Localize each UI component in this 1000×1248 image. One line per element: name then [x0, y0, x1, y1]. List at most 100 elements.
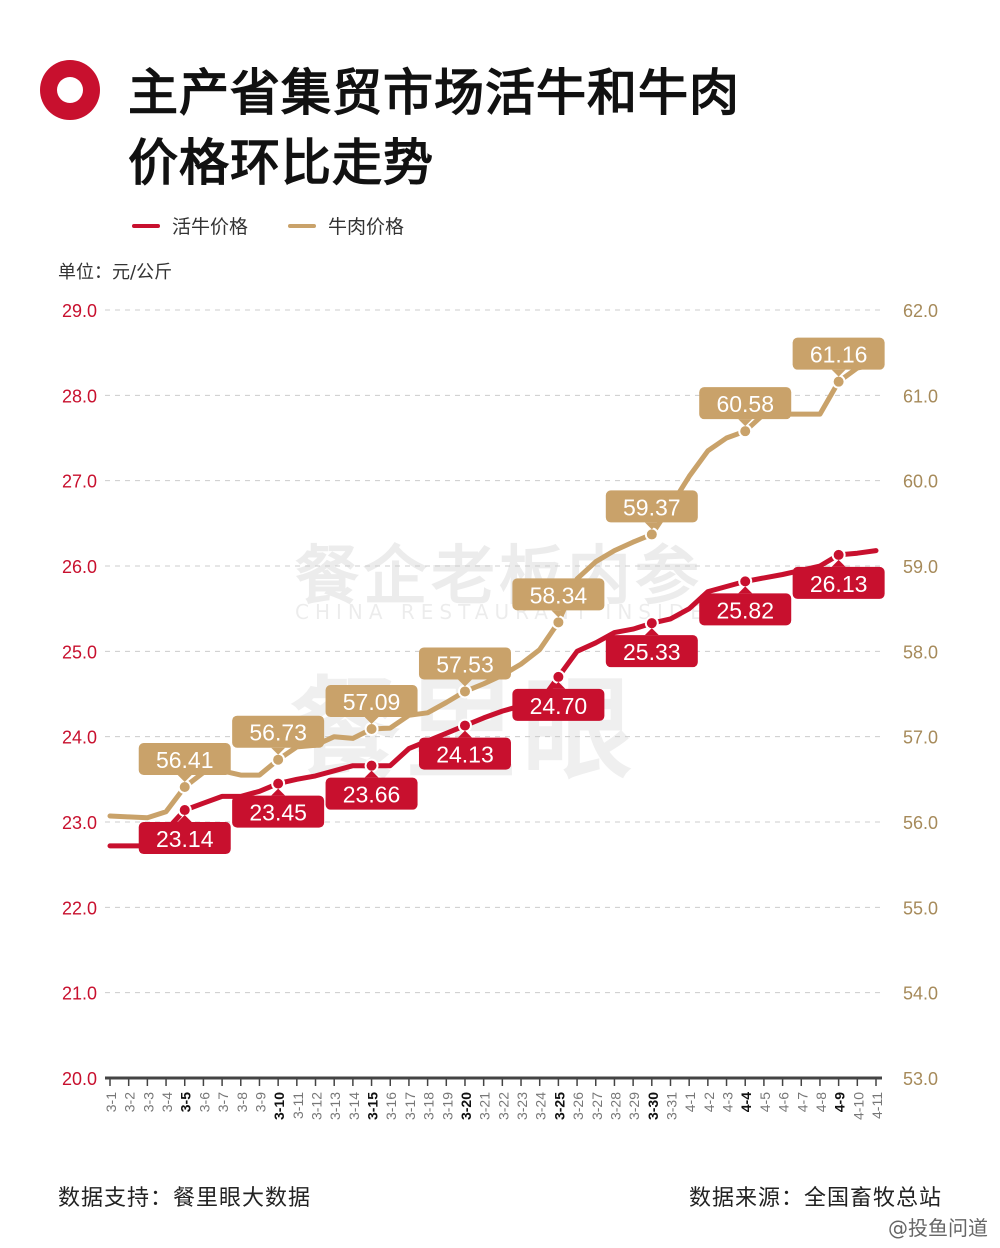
legend-item-live-cattle: 活牛价格 — [132, 212, 248, 239]
data-point-beef — [644, 527, 659, 542]
x-tick-label: 3-10 — [271, 1092, 287, 1120]
x-tick-label: 3-5 — [178, 1092, 194, 1112]
x-tick-label: 3-27 — [589, 1092, 605, 1120]
y-left-tick-label: 26.0 — [62, 557, 97, 577]
data-label-live-cattle: 23.66 — [343, 782, 401, 808]
legend-swatch-live-cattle — [132, 223, 160, 228]
data-point-live-cattle — [738, 574, 753, 589]
y-left-tick-label: 20.0 — [62, 1069, 97, 1089]
y-left-tick-label: 23.0 — [62, 813, 97, 833]
data-label-box-live-cattle — [232, 795, 325, 828]
data-label-live-cattle: 23.14 — [156, 826, 214, 852]
y-right-tick-label: 53.0 — [903, 1069, 938, 1089]
x-tick-label: 3-30 — [645, 1092, 661, 1120]
data-point-live-cattle — [364, 758, 379, 773]
data-label-box-beef — [699, 387, 792, 420]
data-label-pointer-live-cattle — [364, 770, 379, 778]
data-label-box-live-cattle — [792, 566, 885, 599]
x-tick-label: 4-11 — [869, 1092, 885, 1119]
y-right-tick-label: 56.0 — [903, 813, 938, 833]
data-label-beef: 60.58 — [716, 391, 774, 417]
y-left-tick-label: 27.0 — [62, 472, 97, 492]
data-point-beef — [177, 780, 192, 795]
title-line-2: 价格环比走势 — [128, 134, 434, 192]
y-right-tick-label: 55.0 — [903, 898, 938, 918]
data-label-pointer-beef — [551, 610, 566, 618]
data-label-box-live-cattle — [512, 688, 605, 721]
x-tick-label: 3-31 — [663, 1092, 679, 1120]
data-label-live-cattle: 25.82 — [716, 597, 774, 623]
data-point-beef — [551, 615, 566, 630]
data-label-box-beef — [232, 715, 325, 748]
data-label-pointer-beef — [271, 747, 286, 755]
weibo-watermark: @投鱼问道 — [888, 1216, 988, 1240]
data-label-live-cattle: 24.13 — [436, 742, 494, 768]
y-right-tick-label: 57.0 — [903, 728, 938, 748]
x-tick-label: 3-16 — [383, 1092, 399, 1120]
y-left-tick-label: 28.0 — [62, 386, 97, 406]
data-label-beef: 59.37 — [623, 494, 681, 520]
x-tick-label: 3-25 — [551, 1092, 567, 1120]
x-tick-label: 3-18 — [421, 1092, 437, 1120]
y-right-tick-label: 62.0 — [903, 301, 938, 321]
x-tick-label: 3-9 — [252, 1092, 268, 1112]
x-tick-label: 3-13 — [327, 1092, 343, 1120]
data-label-box-live-cattle — [418, 737, 511, 770]
x-tick-label: 3-28 — [607, 1092, 623, 1120]
data-label-live-cattle: 25.33 — [623, 639, 681, 665]
legend-label-live-cattle: 活牛价格 — [172, 216, 249, 238]
x-tick-label: 4-5 — [757, 1092, 773, 1112]
y-left-tick-label: 29.0 — [62, 301, 97, 321]
logo-icon — [40, 60, 100, 120]
x-tick-label: 3-6 — [196, 1092, 212, 1112]
y-left-tick-label: 24.0 — [62, 728, 97, 748]
y-left-tick-label: 22.0 — [62, 898, 97, 918]
x-tick-label: 3-21 — [477, 1092, 493, 1120]
y-left-tick-label: 25.0 — [62, 642, 97, 662]
page-title: 主产省集贸市场活牛和牛肉 价格环比走势 — [128, 58, 948, 198]
x-tick-label: 3-17 — [402, 1092, 418, 1120]
x-tick-label: 4-4 — [738, 1092, 754, 1112]
watermark-main: 餐企老板内参 — [295, 539, 703, 614]
legend-swatch-beef — [288, 223, 317, 228]
x-tick-label: 3-8 — [234, 1092, 250, 1112]
data-label-box-live-cattle — [138, 822, 231, 855]
x-tick-label: 4-6 — [776, 1092, 792, 1112]
x-tick-label: 3-20 — [458, 1092, 474, 1120]
data-label-pointer-live-cattle — [457, 730, 472, 738]
data-label-pointer-beef — [644, 522, 659, 530]
data-label-beef: 57.09 — [343, 689, 401, 715]
data-point-beef — [457, 684, 472, 699]
x-tick-label: 3-24 — [533, 1092, 549, 1120]
data-label-pointer-live-cattle — [738, 586, 753, 594]
data-label-live-cattle: 26.13 — [810, 571, 868, 597]
x-tick-label: 4-1 — [682, 1092, 698, 1112]
data-label-pointer-live-cattle — [551, 681, 566, 689]
data-label-box-live-cattle — [325, 777, 418, 810]
x-tick-label: 3-29 — [626, 1092, 642, 1120]
data-label-pointer-live-cattle — [831, 559, 846, 567]
legend-item-beef: 牛肉价格 — [288, 212, 404, 239]
data-label-beef: 56.73 — [249, 720, 307, 746]
data-point-live-cattle — [831, 547, 846, 562]
data-point-beef — [364, 721, 379, 736]
data-point-live-cattle — [644, 616, 659, 631]
y-right-tick-label: 60.0 — [903, 472, 938, 492]
data-label-live-cattle: 24.70 — [530, 693, 588, 719]
data-label-box-beef — [512, 578, 605, 611]
y-right-tick-label: 61.0 — [903, 386, 938, 406]
data-label-beef: 57.53 — [436, 651, 494, 677]
chart-legend: 活牛价格 牛肉价格 — [132, 212, 404, 239]
data-point-beef — [831, 374, 846, 389]
data-label-live-cattle: 23.45 — [249, 800, 307, 826]
data-label-pointer-beef — [177, 775, 192, 783]
x-tick-label: 4-9 — [832, 1092, 848, 1112]
data-point-live-cattle — [271, 776, 286, 791]
x-tick-label: 3-2 — [122, 1092, 138, 1112]
data-point-live-cattle — [177, 803, 192, 818]
data-label-pointer-beef — [831, 369, 846, 377]
x-tick-label: 4-10 — [850, 1092, 866, 1120]
data-point-live-cattle — [551, 669, 566, 684]
x-tick-label: 3-3 — [140, 1092, 156, 1112]
data-label-box-live-cattle — [699, 593, 792, 626]
